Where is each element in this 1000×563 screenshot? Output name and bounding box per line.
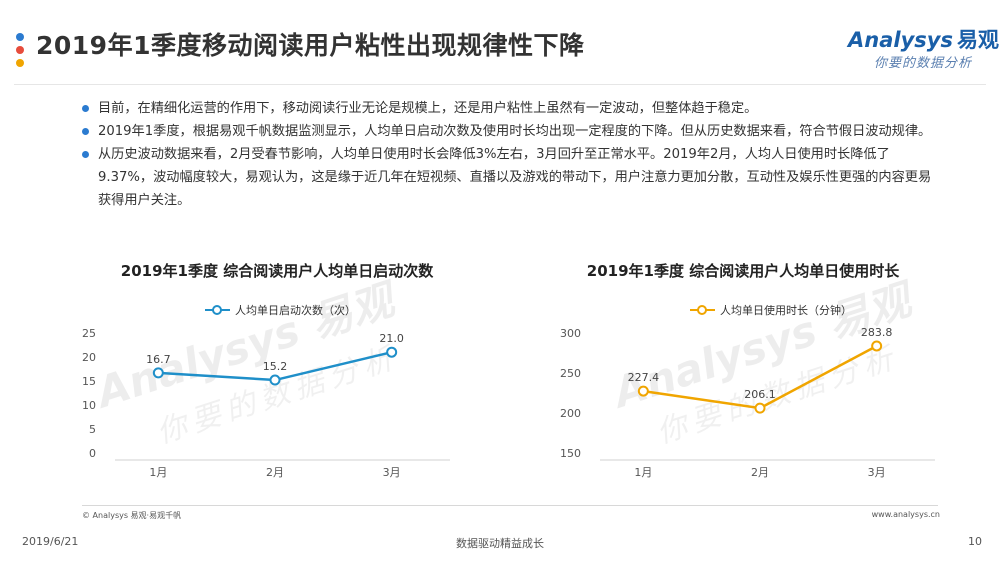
page-title: 2019年1季度移动阅读用户粘性出现规律性下降 bbox=[36, 31, 585, 60]
data-label: 283.8 bbox=[861, 326, 893, 339]
data-point bbox=[386, 346, 398, 358]
footer-divider bbox=[82, 505, 938, 506]
logo-brand: Analysys 易观 bbox=[848, 24, 999, 54]
bullet-text: 目前，在精细化运营的作用下，移动阅读行业无论是规模上，还是用户粘性上虽然有一定波… bbox=[98, 101, 758, 116]
legend-label: 人均单日启动次数（次） bbox=[235, 303, 356, 317]
chart-usage-duration: 人均单日使用时长（分钟） 150 200 250 300 1月 2月 3月 227.4 206.1… bbox=[560, 303, 935, 479]
y-tick-label: 150 bbox=[560, 447, 581, 460]
chart-title-usage-duration: 2019年1季度 综合阅读用户人均单日使用时长 bbox=[586, 262, 900, 280]
data-point bbox=[637, 385, 649, 397]
bullet-text: 2019年1季度，根据易观千帆数据监测显示，人均单日启动次数及使用时长均出现一定… bbox=[98, 124, 932, 139]
bullet-dot bbox=[82, 151, 89, 158]
data-label: 227.4 bbox=[628, 371, 660, 384]
data-label: 21.0 bbox=[379, 332, 404, 345]
y-tick-label: 250 bbox=[560, 367, 581, 380]
y-tick-label: 10 bbox=[82, 399, 96, 412]
bullet-item: 目前，在精细化运营的作用下，移动阅读行业无论是规模上，还是用户粘性上虽然有一定波… bbox=[82, 97, 942, 120]
legend-label: 人均单日使用时长（分钟） bbox=[720, 303, 852, 317]
legend: 人均单日使用时长（分钟） bbox=[690, 303, 852, 317]
data-point bbox=[269, 374, 281, 386]
title-divider bbox=[14, 84, 986, 85]
bullet-item: 从历史波动数据来看，2月受春节影响，人均单日使用时长会降低3%左右，3月回升至正… bbox=[82, 143, 942, 212]
footer-slogan: 数据驱动精益成长 bbox=[456, 537, 544, 550]
x-tick-label: 2月 bbox=[266, 466, 284, 479]
bullet-list: 目前，在精细化运营的作用下，移动阅读行业无论是规模上，还是用户粘性上虽然有一定波… bbox=[82, 97, 942, 212]
title-decoration bbox=[16, 33, 26, 69]
x-tick-label: 1月 bbox=[149, 466, 167, 479]
website-link[interactable]: www.analysys.cn bbox=[871, 510, 940, 519]
decoration-dot-orange bbox=[16, 59, 24, 67]
logo-brand-en: Analysys bbox=[848, 28, 953, 52]
x-tick-label: 2月 bbox=[751, 466, 769, 479]
x-tick-label: 1月 bbox=[634, 466, 652, 479]
legend-marker bbox=[212, 305, 222, 315]
legend: 人均单日启动次数（次） bbox=[205, 303, 356, 317]
bullet-dot bbox=[82, 105, 89, 112]
bullet-item: 2019年1季度，根据易观千帆数据监测显示，人均单日启动次数及使用时长均出现一定… bbox=[82, 120, 942, 143]
y-tick-label: 20 bbox=[82, 351, 96, 364]
y-tick-label: 25 bbox=[82, 327, 96, 340]
data-label: 15.2 bbox=[263, 360, 288, 373]
y-tick-label: 300 bbox=[560, 327, 581, 340]
copyright-text: © Analysys 易观·易观千帆 bbox=[82, 511, 182, 520]
bullet-dot bbox=[82, 128, 89, 135]
data-point bbox=[152, 367, 164, 379]
y-tick-label: 0 bbox=[89, 447, 96, 460]
chart-launch-count: 人均单日启动次数（次） 0 5 10 15 20 25 1月 2月 3月 16.7 15.2 21.0 bbox=[82, 303, 450, 479]
x-tick-label: 3月 bbox=[868, 466, 886, 479]
x-tick-label: 3月 bbox=[383, 466, 401, 479]
data-point bbox=[754, 402, 766, 414]
logo-slogan: 你要的数据分析 bbox=[874, 56, 973, 71]
data-label: 206.1 bbox=[744, 388, 776, 401]
footer-date: 2019/6/21 bbox=[22, 535, 79, 548]
logo-brand-cn: 易观 bbox=[956, 28, 999, 52]
decoration-dot-red bbox=[16, 46, 24, 54]
y-tick-label: 15 bbox=[82, 375, 96, 388]
data-point bbox=[871, 340, 883, 352]
legend-marker bbox=[697, 305, 707, 315]
analysys-logo: Analysys 易观 你要的数据分析 bbox=[848, 24, 999, 74]
y-tick-label: 200 bbox=[560, 407, 581, 420]
chart-title-launch-count: 2019年1季度 综合阅读用户人均单日启动次数 bbox=[120, 262, 434, 280]
data-label: 16.7 bbox=[146, 353, 171, 366]
bullet-text: 从历史波动数据来看，2月受春节影响，人均单日使用时长会降低3%左右，3月回升至正… bbox=[98, 147, 932, 208]
page-number: 10 bbox=[968, 535, 982, 548]
decoration-dot-blue bbox=[16, 33, 24, 41]
y-tick-label: 5 bbox=[89, 423, 96, 436]
